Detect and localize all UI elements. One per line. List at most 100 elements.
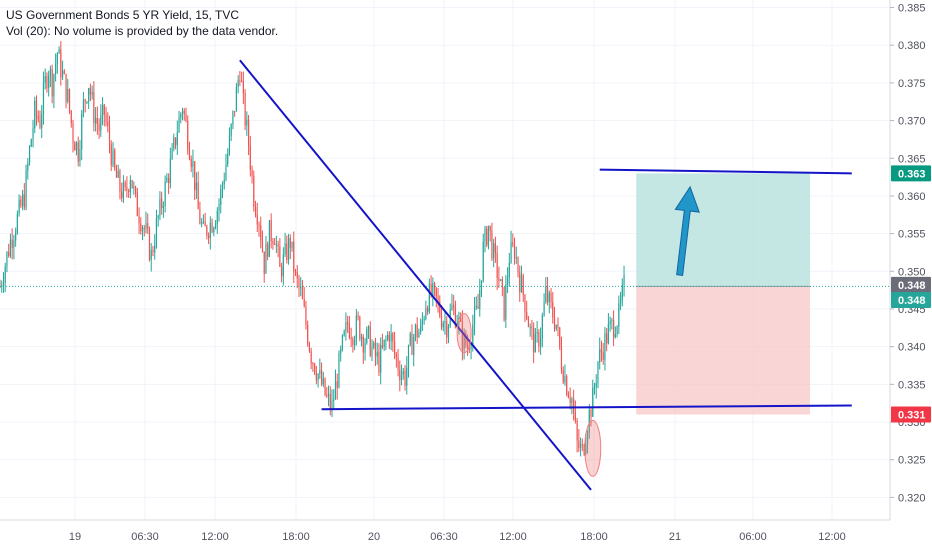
candle-body [228, 135, 231, 154]
candle-body [68, 88, 71, 111]
candle-body [133, 186, 135, 188]
candle-body [185, 113, 187, 122]
candle-body [84, 99, 86, 102]
candle-body [275, 244, 277, 246]
candle-body [423, 318, 425, 321]
candle-body [559, 327, 561, 347]
candle-body [366, 328, 368, 344]
highlight-circle [584, 420, 602, 477]
candle-body [27, 163, 29, 171]
candle-body [192, 161, 194, 167]
candle-body [115, 168, 118, 178]
candle-body [67, 88, 69, 102]
candle-body [88, 88, 90, 102]
candle-body [461, 321, 463, 350]
candle-body [607, 324, 609, 344]
candle-body [81, 114, 83, 149]
candle-body [472, 324, 474, 345]
candle-body [439, 301, 441, 316]
candle-body [385, 339, 387, 341]
candle-body [79, 148, 81, 162]
candle-body [573, 399, 575, 413]
candle-body [362, 336, 364, 353]
x-tick-label: 06:30 [430, 531, 458, 543]
candle-body [503, 287, 505, 320]
candle-body [37, 115, 39, 120]
candle-body [619, 299, 622, 304]
candle-body [213, 228, 215, 233]
candle-body [407, 345, 410, 368]
target-price-badge-bg [891, 165, 931, 182]
candle-body [23, 194, 25, 208]
candle-body [169, 158, 171, 184]
candle-body [56, 53, 58, 64]
candle-body [487, 225, 490, 246]
candle-body [437, 296, 439, 302]
candle-body [340, 348, 342, 354]
candle-body [218, 204, 220, 211]
candle-body [425, 308, 427, 319]
candle-body [202, 221, 204, 223]
candle-body [178, 117, 180, 133]
candle-body [157, 216, 159, 219]
candle-body [466, 345, 469, 349]
candle-body [148, 229, 151, 260]
candle-body [117, 170, 119, 178]
candle-body [287, 238, 290, 261]
candle-body [159, 198, 161, 217]
up-arrow-icon [674, 185, 700, 276]
candle-body [460, 317, 462, 322]
candle-body [267, 243, 269, 257]
candle-body [55, 63, 57, 75]
candle-body [477, 305, 479, 309]
candle-body [494, 243, 497, 253]
candle-body [470, 344, 472, 349]
candle-body [25, 170, 27, 208]
candle-body [232, 111, 234, 125]
candle-body [44, 76, 46, 83]
candle-body [82, 99, 85, 115]
candle-body [541, 315, 543, 339]
candle-body [553, 317, 556, 329]
candle-body [560, 346, 563, 371]
candle-body [345, 322, 347, 331]
candle-body [314, 363, 316, 374]
candle-body [279, 246, 281, 267]
candle-body [583, 444, 585, 454]
candle-body [320, 370, 323, 385]
candle-body [227, 153, 229, 165]
candle-body [381, 345, 384, 347]
candle-body [380, 345, 382, 373]
x-tick-label: 18:00 [282, 531, 310, 543]
candle-body [397, 357, 399, 370]
candle-body [281, 266, 283, 277]
y-tick-label: 0.385 [898, 3, 926, 15]
candle-body [355, 315, 357, 340]
price-axis[interactable]: 0.385 0.380 0.375 0.370 0.365 0.360 0.355 0.350… [889, 0, 931, 520]
candle-body [303, 298, 305, 307]
candle-body [138, 216, 140, 224]
candle-body [53, 74, 55, 97]
candle-body [454, 308, 457, 327]
candle-body [270, 220, 272, 242]
candle-body [420, 324, 422, 332]
candle-body [234, 111, 236, 113]
candle-body [114, 149, 116, 169]
candle-body [416, 324, 418, 338]
last-price-badge-bg [891, 291, 931, 308]
candle-body [263, 251, 265, 274]
candle-body [491, 230, 493, 259]
candle-body [524, 294, 526, 313]
candle-body [58, 49, 60, 54]
candle-body [387, 334, 389, 340]
candle-body [124, 182, 126, 187]
candle-body [383, 339, 385, 347]
candle-body [510, 242, 512, 263]
current-price-badge: 0.348 [898, 280, 926, 292]
candle-body [41, 114, 43, 128]
time-axis[interactable]: 19 06:30 12:00 18:00 20 06:30 12:00 18:00 21 06:0… [0, 519, 890, 543]
candle-body [315, 373, 317, 381]
candle-body [341, 335, 344, 349]
candle-body [602, 352, 604, 360]
